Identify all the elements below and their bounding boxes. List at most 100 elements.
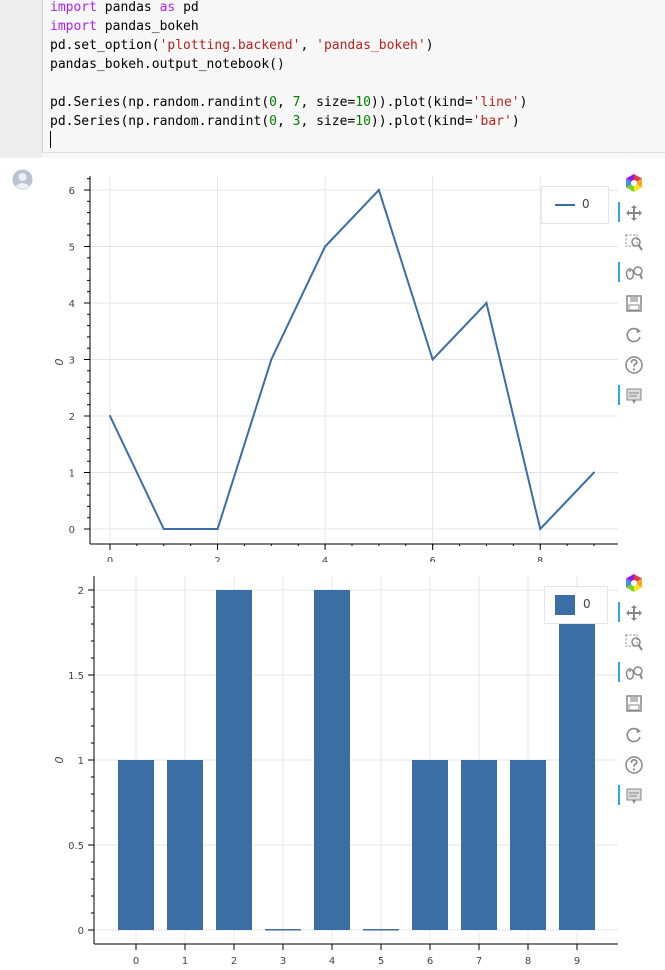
pan-icon (626, 605, 642, 621)
series-point (431, 358, 434, 361)
series-point (162, 528, 165, 530)
wheel-zoom-icon (625, 666, 643, 680)
x-tick-label: 5 (378, 956, 384, 967)
bokeh-logo-tool[interactable] (618, 570, 648, 594)
y-tick-label: 1.5 (68, 671, 84, 682)
pan-icon (626, 205, 642, 221)
reset-icon (626, 327, 641, 343)
line-chart[interactable]: 0 2 4 6 8 0 1 2 3 4 5 6 0 (0, 172, 618, 562)
cell-gutter (0, 0, 42, 158)
bar (265, 929, 301, 931)
x-tick-label: 8 (537, 556, 543, 562)
hover-icon (626, 388, 642, 404)
bar (118, 760, 154, 930)
series-point (270, 358, 273, 361)
series-point (324, 245, 327, 248)
active-tool-indicator (618, 202, 620, 222)
code-token: )).plot(kind= (370, 95, 473, 110)
code-token: pandas_bokeh (96, 19, 199, 34)
code-token: , (276, 114, 293, 129)
series-line (109, 188, 595, 532)
y-tick-label: 6 (69, 186, 75, 197)
reset-icon (626, 727, 641, 743)
code-line: pandas_bokeh.output_notebook() (50, 55, 285, 74)
code-token: 0 (269, 114, 277, 129)
bar-chart[interactable]: 0 1 2 3 4 5 6 7 8 9 0 0.5 1 1.5 2 0 (0, 572, 618, 970)
x-tick-label: 2 (231, 956, 237, 967)
code-token: 7 (292, 95, 301, 110)
code-token: pandas_bokeh.output_notebook() (50, 57, 285, 72)
code-token: 0 (269, 95, 277, 110)
x-tick-label: 6 (427, 956, 433, 967)
reset-tool[interactable] (618, 722, 648, 746)
box-zoom-tool[interactable] (618, 230, 648, 254)
hover-icon (626, 788, 642, 804)
x-tick-label: 9 (574, 956, 580, 967)
hover-tool[interactable] (618, 383, 648, 407)
y-axis-label: 0 (53, 359, 66, 366)
reset-tool[interactable] (618, 322, 648, 346)
series-point (539, 528, 542, 530)
code-token: 'plotting.backend' (159, 38, 301, 53)
series-point (109, 415, 111, 417)
code-token: , (276, 95, 293, 110)
save-icon (626, 295, 642, 312)
bar-chart-toolbar[interactable] (618, 570, 648, 820)
code-token: , size= (300, 114, 356, 129)
series-point (485, 302, 488, 304)
code-token: import (50, 19, 97, 34)
code-token: pd.Series(np.random.randint( (50, 114, 270, 129)
y-tick-label: 0 (78, 926, 84, 937)
bokeh-logo-icon (626, 174, 642, 192)
save-tool[interactable] (618, 691, 648, 715)
series-point (216, 528, 219, 530)
wheel-zoom-icon (625, 266, 643, 280)
save-tool[interactable] (618, 291, 648, 315)
series-point (377, 189, 380, 191)
code-line: import pandas_bokeh (50, 17, 199, 36)
line-chart-legend[interactable]: 0 (541, 186, 609, 224)
bar (216, 590, 252, 930)
help-icon (625, 356, 643, 374)
text-cursor (50, 131, 51, 148)
wheel-zoom-tool[interactable] (618, 660, 648, 684)
active-tool-indicator (618, 385, 620, 405)
pan-tool[interactable] (618, 600, 648, 624)
active-tool-indicator (618, 602, 620, 622)
active-tool-indicator (618, 662, 620, 682)
box-zoom-icon (625, 234, 643, 251)
wheel-zoom-tool[interactable] (618, 260, 648, 284)
line-chart-toolbar[interactable] (618, 170, 648, 420)
code-token: 3 (292, 114, 301, 129)
bar (363, 929, 399, 931)
code-token: pandas (96, 0, 160, 15)
y-tick-label: 3 (69, 356, 75, 367)
code-token: pd (175, 0, 199, 15)
box-zoom-tool[interactable] (618, 630, 648, 654)
help-tool[interactable] (618, 352, 648, 376)
code-token: , size= (300, 95, 356, 110)
x-tick-label: 0 (107, 556, 113, 562)
y-tick-label: 1 (78, 756, 84, 767)
y-tick-label: 0 (69, 525, 75, 536)
output-avatar-icon (12, 169, 33, 190)
legend-label: 0 (582, 197, 590, 211)
active-tool-indicator (618, 262, 620, 282)
code-token: import (50, 0, 97, 15)
help-tool[interactable] (618, 752, 648, 776)
code-token: 'line' (472, 95, 520, 110)
code-token: )).plot(kind= (370, 114, 473, 129)
pan-tool[interactable] (618, 200, 648, 224)
x-tick-label: 4 (322, 556, 328, 562)
hover-tool[interactable] (618, 783, 648, 807)
code-token: as (159, 0, 176, 15)
bokeh-logo-icon (626, 574, 642, 592)
bokeh-logo-tool[interactable] (618, 170, 648, 194)
bar-chart-legend[interactable]: 0 (544, 586, 608, 624)
legend-bar-swatch (555, 595, 575, 615)
y-tick-label: 2 (78, 586, 84, 597)
x-tick-label: 4 (329, 956, 335, 967)
help-icon (625, 756, 643, 774)
